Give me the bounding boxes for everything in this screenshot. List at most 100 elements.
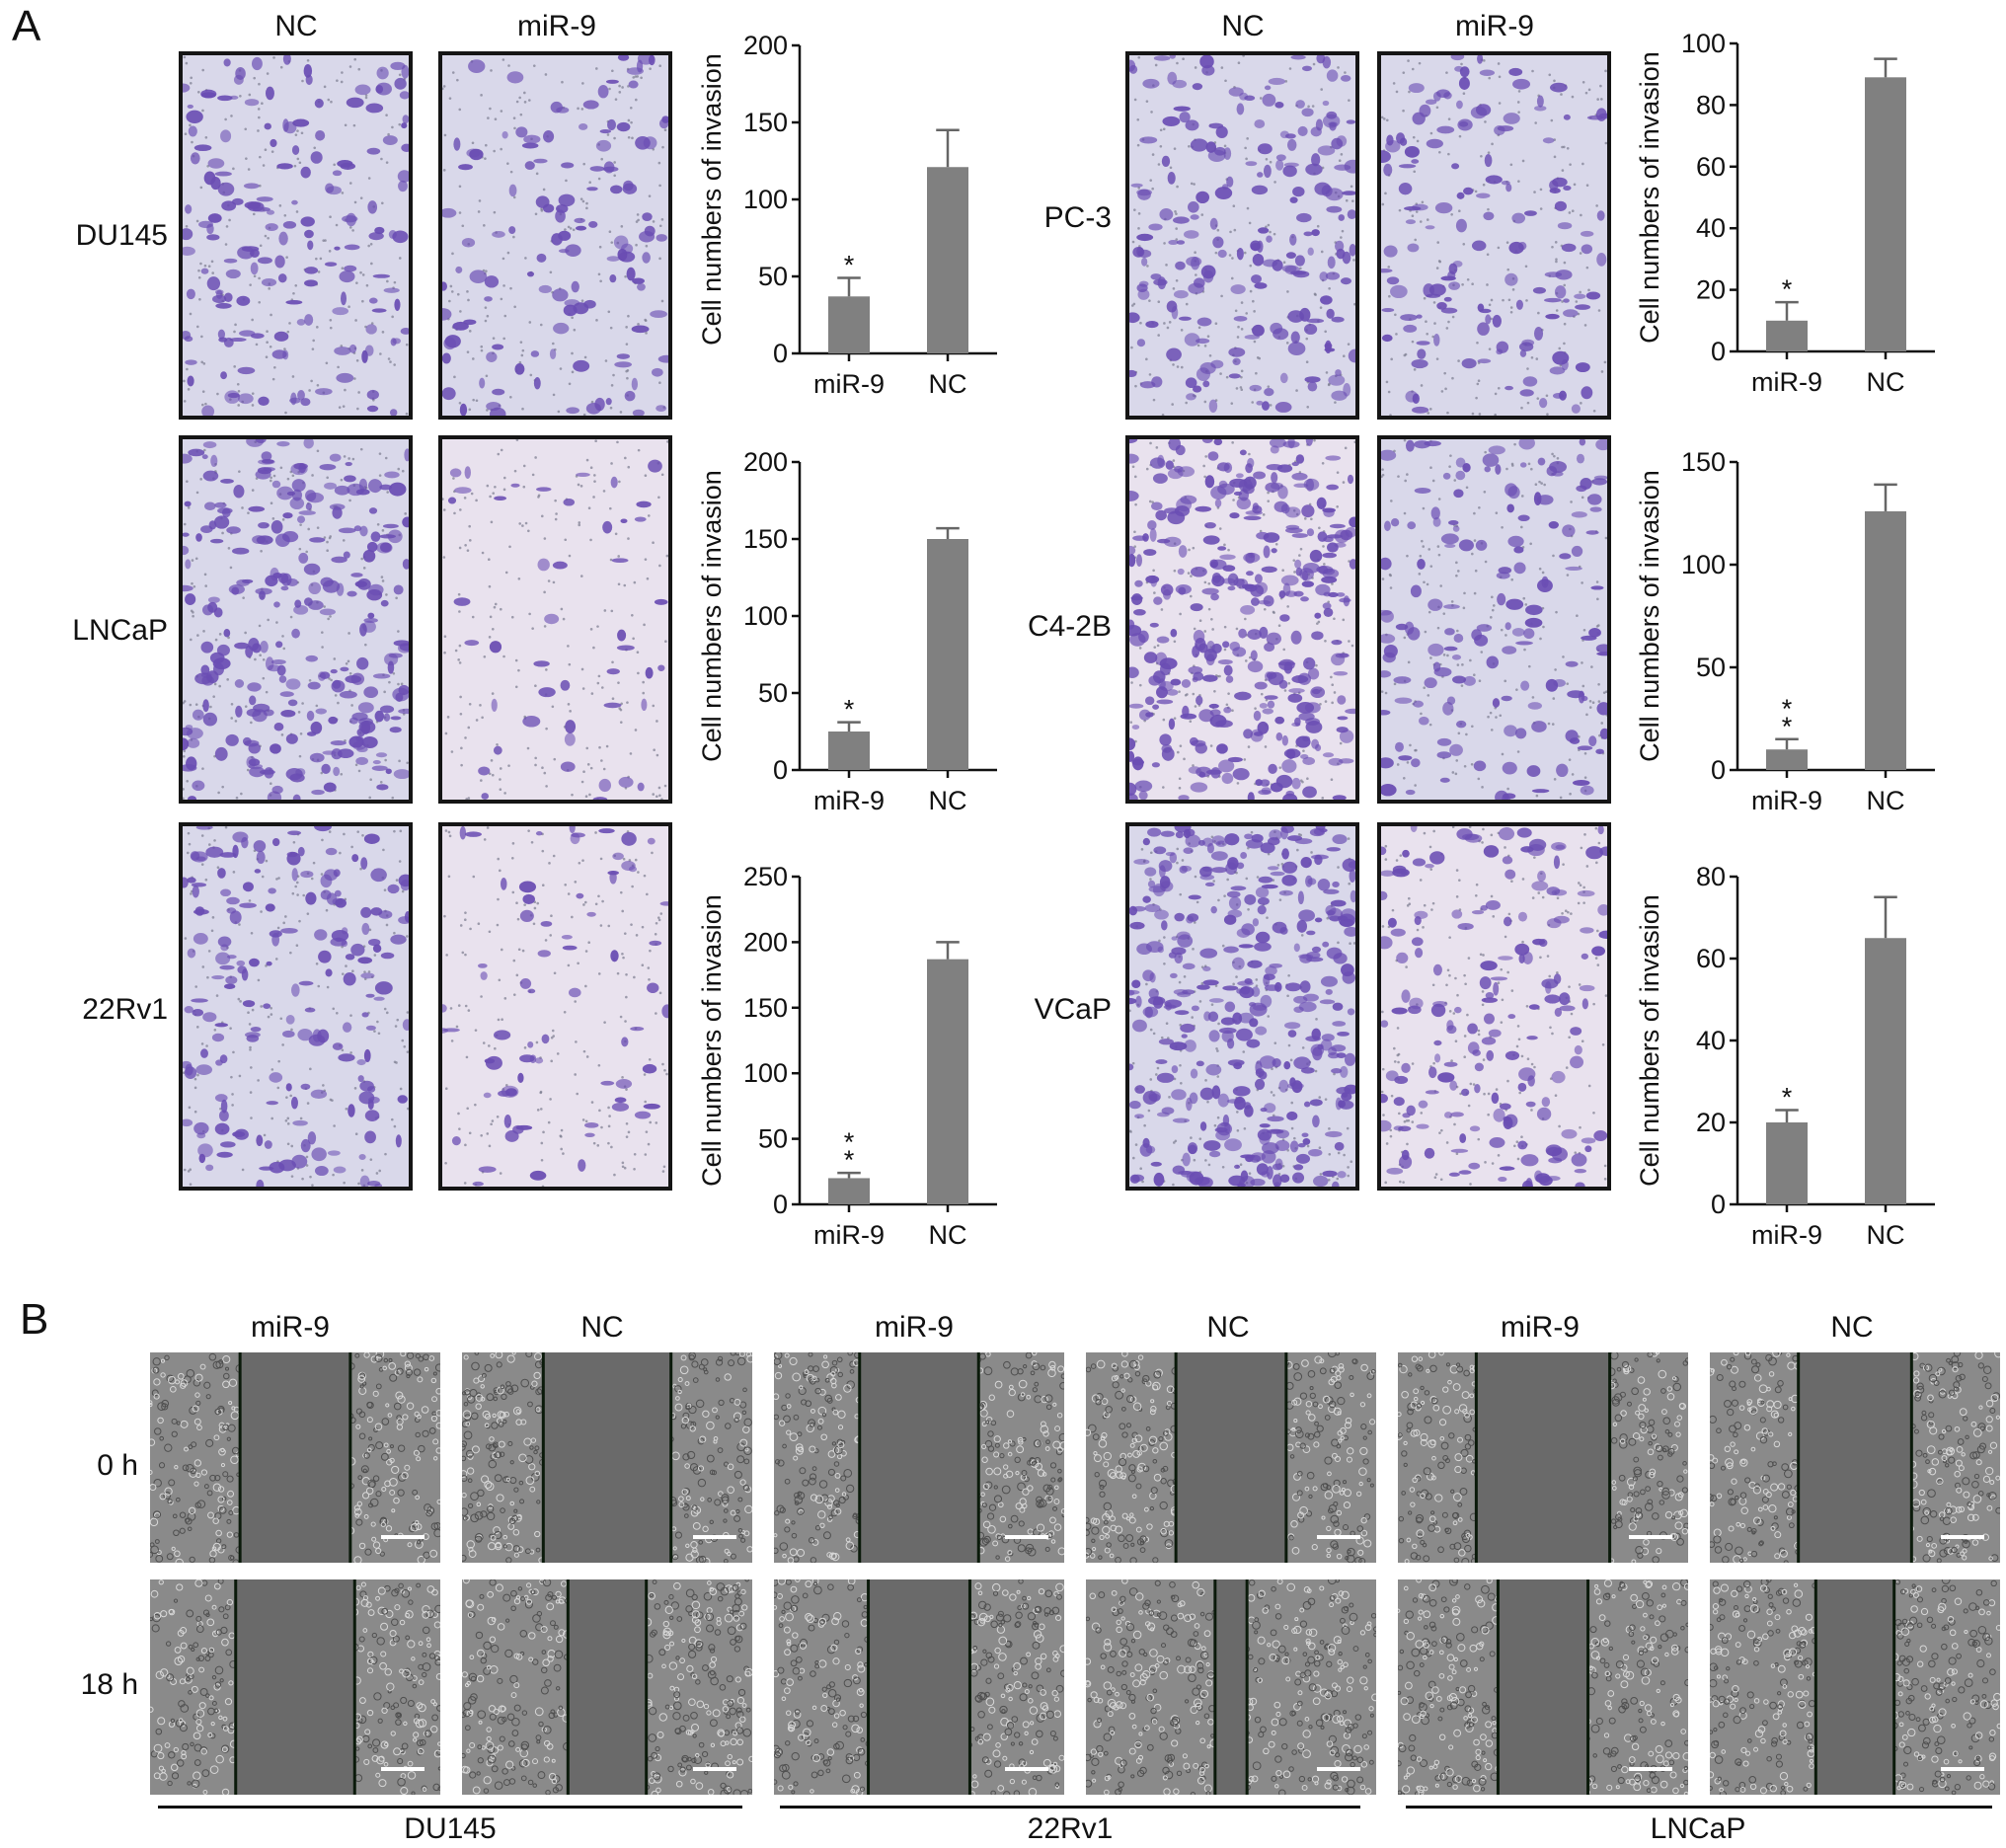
membrane-pore — [292, 291, 295, 295]
stained-cell — [201, 405, 215, 416]
membrane-pore — [600, 759, 603, 762]
stained-cell — [1331, 653, 1346, 666]
membrane-pore — [237, 404, 241, 407]
stained-cell — [314, 98, 324, 109]
membrane-pore — [539, 1091, 543, 1095]
stained-cell — [1149, 528, 1157, 542]
membrane-pore — [536, 901, 540, 905]
membrane-pore — [543, 771, 547, 775]
membrane-pore — [1166, 326, 1170, 330]
stained-cell — [1134, 780, 1153, 793]
stained-cell — [1129, 633, 1146, 647]
stained-cell — [1282, 793, 1298, 800]
membrane-pore — [452, 477, 455, 480]
stained-cell — [479, 377, 486, 389]
membrane-pore — [1587, 88, 1591, 92]
stained-cell — [1252, 253, 1265, 267]
membrane-pore — [284, 411, 287, 415]
stained-cell — [592, 797, 608, 800]
membrane-pore — [1330, 675, 1333, 679]
membrane-pore — [1596, 98, 1599, 101]
membrane-pore — [1451, 315, 1455, 319]
membrane-pore — [1292, 559, 1296, 562]
col-header-nc-right: NC — [1221, 10, 1265, 42]
membrane-pore — [492, 492, 496, 495]
membrane-pore — [253, 274, 257, 278]
membrane-pore — [300, 131, 304, 135]
membrane-pore — [464, 1143, 467, 1147]
membrane-pore — [631, 613, 634, 617]
micrograph-vcap-nc — [1125, 822, 1359, 1191]
y-tick-label: 0 — [1711, 755, 1726, 785]
membrane-pore — [1234, 309, 1238, 313]
membrane-pore — [581, 82, 584, 85]
col-header-mir9-left: miR-9 — [517, 10, 596, 42]
stained-cell — [541, 1034, 550, 1044]
stained-cell — [1207, 451, 1219, 461]
membrane-pore — [1402, 777, 1406, 780]
stained-cell — [190, 851, 200, 861]
stained-cell — [183, 877, 189, 888]
membrane-pore — [458, 644, 462, 648]
stained-cell — [363, 617, 378, 623]
membrane-pore — [486, 826, 490, 829]
membrane-pore — [619, 721, 623, 724]
membrane-pore — [379, 352, 382, 355]
membrane-pore — [1206, 335, 1210, 339]
membrane-pore — [1194, 921, 1196, 924]
stained-cell — [1280, 575, 1299, 586]
membrane-pore — [1131, 1061, 1135, 1065]
membrane-pore — [1186, 693, 1189, 696]
membrane-pore — [1148, 299, 1151, 302]
membrane-pore — [637, 671, 640, 675]
stained-cell — [1585, 846, 1603, 860]
stained-cell — [1134, 579, 1143, 587]
stained-cell — [524, 161, 535, 170]
membrane-pore — [645, 332, 648, 335]
stained-cell — [192, 885, 199, 898]
stained-cell — [1297, 125, 1308, 136]
membrane-pore — [1255, 984, 1259, 987]
membrane-pore — [1504, 846, 1506, 849]
membrane-pore — [295, 210, 299, 213]
membrane-pore — [1553, 454, 1556, 458]
stained-cell — [1147, 996, 1166, 1006]
membrane-pore — [231, 1093, 234, 1096]
stained-cell — [220, 1099, 228, 1114]
membrane-pore — [1425, 320, 1427, 324]
stained-cell — [1199, 362, 1216, 374]
stained-cell — [1502, 856, 1513, 865]
stained-cell — [1335, 369, 1342, 376]
micrograph-image — [1129, 55, 1355, 416]
membrane-pore — [1162, 127, 1166, 131]
membrane-pore — [1451, 771, 1455, 774]
stained-cell — [489, 641, 502, 654]
membrane-pore — [444, 1161, 447, 1165]
membrane-pore — [608, 87, 611, 91]
membrane-pore — [1149, 179, 1153, 182]
membrane-pore — [1179, 892, 1183, 896]
stained-cell — [297, 1028, 313, 1041]
stained-cell — [264, 1140, 272, 1149]
stained-cell — [271, 933, 280, 947]
stained-cell — [1591, 946, 1606, 957]
membrane-pore — [311, 347, 315, 350]
membrane-pore — [534, 756, 537, 760]
stained-cell — [1411, 159, 1420, 164]
stained-cell — [1259, 1131, 1271, 1146]
membrane-pore — [1190, 575, 1193, 578]
membrane-pore — [299, 1116, 303, 1120]
membrane-pore — [619, 708, 623, 712]
stained-cell — [1517, 911, 1528, 922]
membrane-pore — [1351, 199, 1354, 202]
membrane-pore — [625, 995, 628, 999]
membrane-pore — [523, 91, 526, 95]
membrane-pore — [1223, 625, 1227, 629]
membrane-pore — [1259, 529, 1263, 533]
stained-cell — [223, 258, 238, 264]
membrane-pore — [1337, 941, 1340, 945]
membrane-pore — [1487, 151, 1491, 154]
stained-cell — [202, 699, 209, 713]
membrane-pore — [1193, 183, 1196, 186]
membrane-pore — [599, 924, 603, 927]
